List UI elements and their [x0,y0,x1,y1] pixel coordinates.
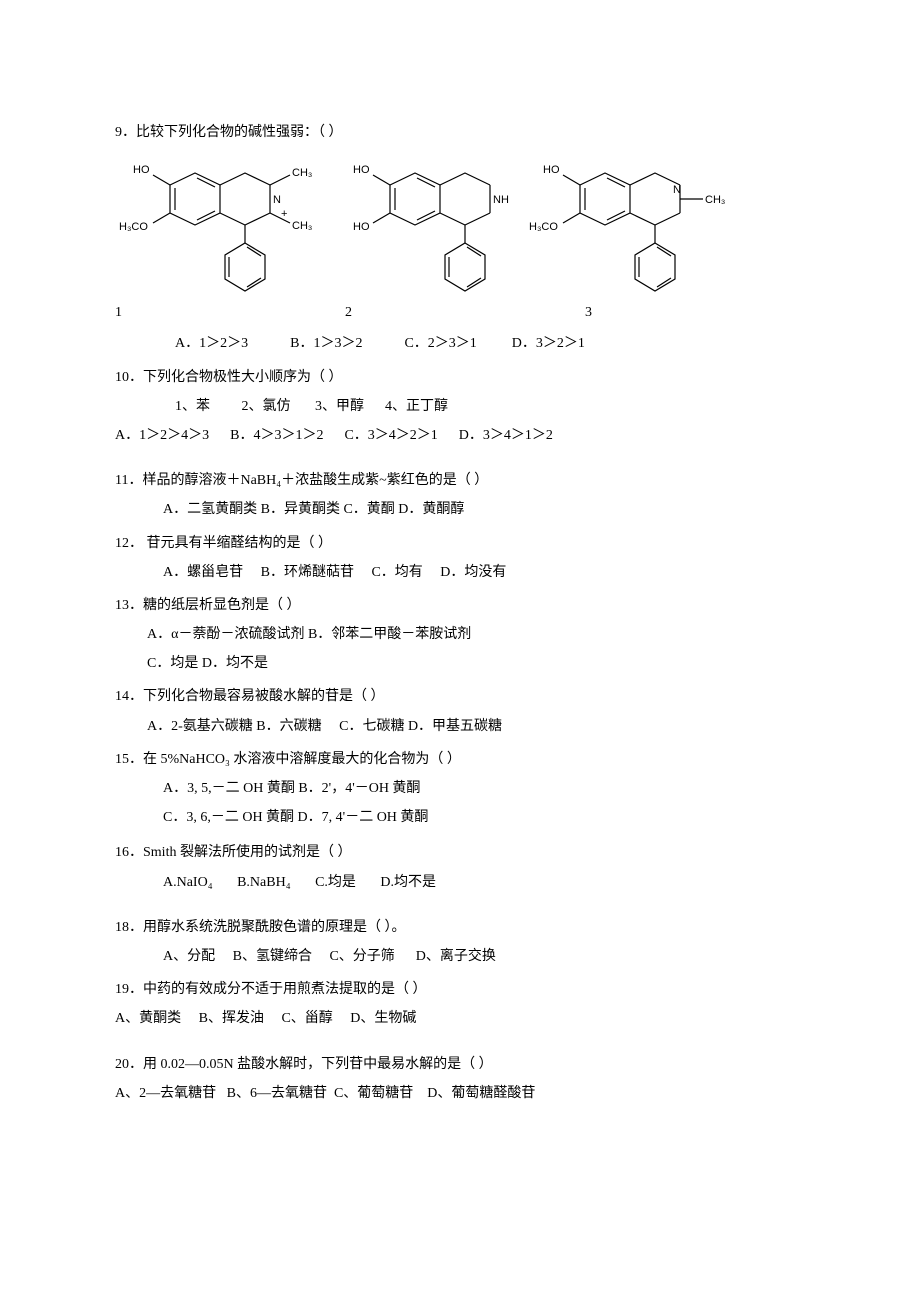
question-19: 19．中药的有效成分不适于用煎煮法提取的是（ ） A、黄酮类 B、挥发油 C、甾… [115,977,810,1031]
question-20: 20．用 0.02—0.05N 盐酸水解时，下列苷中最易水解的是（ ） A、2—… [115,1052,810,1106]
q13-opt1: A．α－萘酚－浓硫酸试剂 B．邻苯二甲酸－苯胺试剂 [115,622,810,647]
q19-options: A、黄酮类 B、挥发油 C、甾醇 D、生物碱 [115,1006,810,1031]
question-13: 13．糖的纸层析显色剂是（ ） A．α－萘酚－浓硫酸试剂 B．邻苯二甲酸－苯胺试… [115,593,810,677]
q11-text: 11．样品的醇溶液＋NaBH₄＋浓盐酸生成紫~紫红色的是（ ） [115,468,810,493]
structure-3: HO H₃CO N CH₃ 3 [525,153,725,325]
q20-text: 20．用 0.02—0.05N 盐酸水解时，下列苷中最易水解的是（ ） [115,1052,810,1077]
question-10: 10．下列化合物极性大小顺序为（ ） 1、苯 2、氯仿 3、甲醇 4、正丁醇 A… [115,365,810,449]
structure-3-label: 3 [525,300,592,325]
structure-1: HO H₃CO N + CH₃ CH₃ 1 [115,153,315,325]
svg-text:+: + [281,208,287,220]
question-9: 9．比较下列化合物的碱性强弱：（ ） [115,120,810,357]
svg-text:HO: HO [133,164,150,176]
svg-text:N: N [273,194,281,206]
svg-text:CH₃: CH₃ [705,194,725,206]
q18-options: A、分配 B、氢键缔合 C、分子筛 D、离子交换 [115,944,810,969]
q13-text: 13．糖的纸层析显色剂是（ ） [115,593,810,618]
q9-options: A．1＞2＞3 B．1＞3＞2 C．2＞3＞1 D．3＞2＞1 [115,331,810,356]
svg-text:HO: HO [353,164,370,176]
q14-text: 14．下列化合物最容易被酸水解的苷是（ ） [115,684,810,709]
svg-text:H₃CO: H₃CO [529,221,558,233]
q14-options: A．2-氨基六碳糖 B．六碳糖 C．七碳糖 D．甲基五碳糖 [115,714,810,739]
svg-text:NH: NH [493,194,509,206]
q15-opt2: C．3, 6,－二 OH 黄酮 D．7, 4'－二 OH 黄酮 [115,805,810,830]
chem-structure-2-svg: HO HO NH [345,153,525,298]
q11-options: A．二氢黄酮类 B．异黄酮类 C．黄酮 D．黄酮醇 [115,497,810,522]
svg-text:HO: HO [543,164,560,176]
q18-text: 18．用醇水系统洗脱聚酰胺色谱的原理是（ ）。 [115,915,810,940]
q19-text: 19．中药的有效成分不适于用煎煮法提取的是（ ） [115,977,810,1002]
svg-text:HO: HO [353,221,370,233]
question-15: 15．在 5%NaHCO₃ 水溶液中溶解度最大的化合物为（ ） A．3, 5,－… [115,747,810,831]
svg-text:CH₃: CH₃ [292,220,312,232]
q16-text: 16．Smith 裂解法所使用的试剂是（ ） [115,840,810,865]
structure-1-label: 1 [115,300,122,325]
question-18: 18．用醇水系统洗脱聚酰胺色谱的原理是（ ）。 A、分配 B、氢键缔合 C、分子… [115,915,810,969]
structure-2: HO HO NH 2 [345,153,525,325]
q16-options: A.NaIO₄ B.NaBH₄ C.均是 D.均不是 [115,870,810,895]
q9-structures: HO H₃CO N + CH₃ CH₃ 1 [115,153,810,325]
question-11: 11．样品的醇溶液＋NaBH₄＋浓盐酸生成紫~紫红色的是（ ） A．二氢黄酮类 … [115,468,810,522]
question-16: 16．Smith 裂解法所使用的试剂是（ ） A.NaIO₄ B.NaBH₄ C… [115,840,810,894]
question-14: 14．下列化合物最容易被酸水解的苷是（ ） A．2-氨基六碳糖 B．六碳糖 C．… [115,684,810,738]
svg-text:N: N [673,184,681,196]
q15-text: 15．在 5%NaHCO₃ 水溶液中溶解度最大的化合物为（ ） [115,747,810,772]
q10-options: A．1＞2＞4＞3 B．4＞3＞1＞2 C．3＞4＞2＞1 D．3＞4＞1＞2 [115,423,810,448]
q20-options: A、2—去氧糖苷 B、6—去氧糖苷 C、葡萄糖苷 D、葡萄糖醛酸苷 [115,1081,810,1106]
q10-text: 10．下列化合物极性大小顺序为（ ） [115,365,810,390]
q9-text: 9．比较下列化合物的碱性强弱：（ ） [115,120,810,145]
svg-text:CH₃: CH₃ [292,167,312,179]
q13-opt2: C．均是 D．均不是 [115,651,810,676]
q10-sub: 1、苯 2、氯仿 3、甲醇 4、正丁醇 [115,394,810,419]
q12-text: 12． 苷元具有半缩醛结构的是（ ） [115,531,810,556]
structure-2-label: 2 [345,300,352,325]
svg-text:H₃CO: H₃CO [119,221,148,233]
chem-structure-3-svg: HO H₃CO N CH₃ [525,153,725,298]
chem-structure-1-svg: HO H₃CO N + CH₃ CH₃ [115,153,315,298]
q12-options: A．螺甾皂苷 B．环烯醚萜苷 C．均有 D．均没有 [115,560,810,585]
q15-opt1: A．3, 5,－二 OH 黄酮 B．2'，4'－OH 黄酮 [115,776,810,801]
question-12: 12． 苷元具有半缩醛结构的是（ ） A．螺甾皂苷 B．环烯醚萜苷 C．均有 D… [115,531,810,585]
